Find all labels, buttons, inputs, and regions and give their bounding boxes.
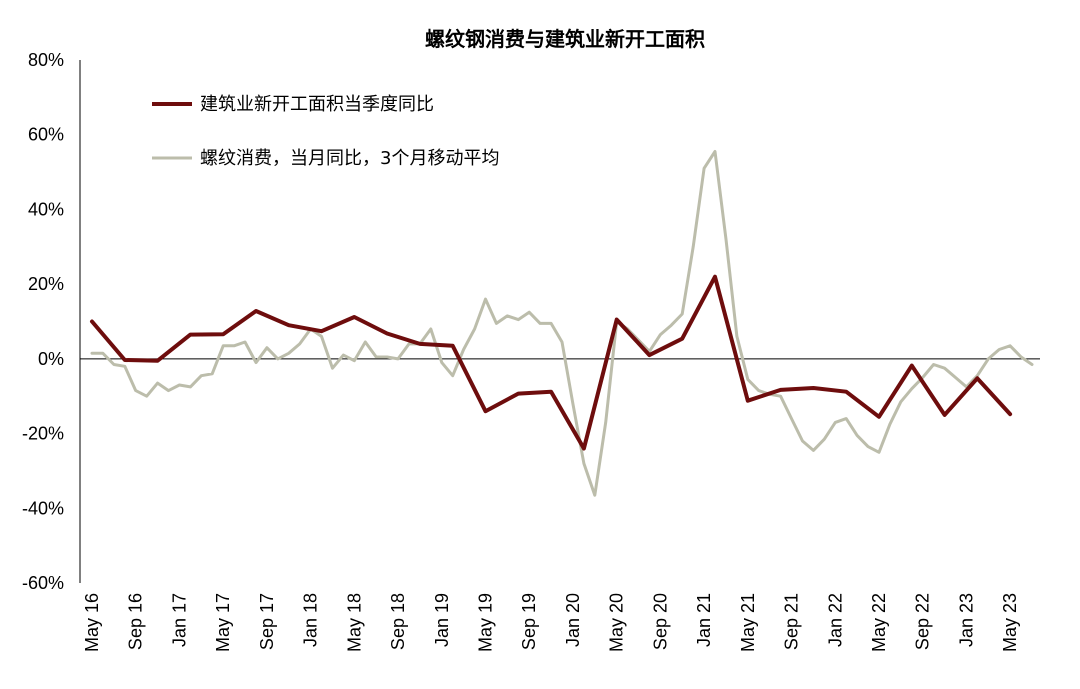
y-tick-label: -20% — [22, 424, 64, 444]
x-tick-label: Jan 23 — [956, 593, 976, 647]
legend-label-construction: 建筑业新开工面积当季度同比 — [200, 94, 434, 115]
x-tick-label: Jan 21 — [694, 593, 714, 647]
x-tick-label: Jan 18 — [301, 593, 321, 647]
x-tick-label: May 21 — [738, 593, 758, 652]
x-tick-label: May 19 — [475, 593, 495, 652]
x-tick-label: May 20 — [607, 593, 627, 652]
x-tick-label: Sep 17 — [257, 593, 277, 650]
chart-title: 螺纹钢消费与建筑业新开工面积 — [425, 27, 705, 51]
x-tick-label: Sep 18 — [388, 593, 408, 650]
x-tick-label: Jan 22 — [825, 593, 845, 647]
legend: 建筑业新开工面积当季度同比 螺纹消费，当月同比，3个月移动平均 — [152, 94, 499, 169]
x-tick-label: Jan 20 — [563, 593, 583, 647]
series-line-rebar — [90, 150, 1034, 497]
y-tick-label: 80% — [28, 50, 64, 70]
x-tick-label: May 16 — [82, 593, 102, 652]
y-tick-label: 0% — [38, 349, 64, 369]
x-tick-label: May 22 — [869, 593, 889, 652]
x-tick-label: May 23 — [1000, 593, 1020, 652]
x-axis-ticks: May 16 Sep 16 Jan 17 May 17 Sep 17 Jan 18 May … — [82, 593, 1020, 652]
legend-label-rebar: 螺纹消费，当月同比，3个月移动平均 — [200, 148, 499, 169]
y-tick-label: -60% — [22, 573, 64, 593]
x-tick-label: Jan 17 — [169, 593, 189, 647]
y-tick-label: 40% — [28, 199, 64, 219]
x-tick-label: May 17 — [213, 593, 233, 652]
y-tick-label: 60% — [28, 125, 64, 145]
x-tick-label: Sep 16 — [126, 593, 146, 650]
y-tick-label: 20% — [28, 274, 64, 294]
x-tick-label: Sep 22 — [913, 593, 933, 650]
x-tick-label: Sep 19 — [519, 593, 539, 650]
y-tick-label: -40% — [22, 498, 64, 518]
x-tick-label: Sep 21 — [782, 593, 802, 650]
x-tick-label: Jan 19 — [432, 593, 452, 647]
y-axis-ticks: 80% 60% 40% 20% 0% -20% -40% -60% — [22, 50, 64, 593]
x-tick-label: Sep 20 — [650, 593, 670, 650]
series-layer — [90, 150, 1034, 497]
series-line-construction — [90, 274, 1013, 451]
x-tick-label: May 18 — [344, 593, 364, 652]
